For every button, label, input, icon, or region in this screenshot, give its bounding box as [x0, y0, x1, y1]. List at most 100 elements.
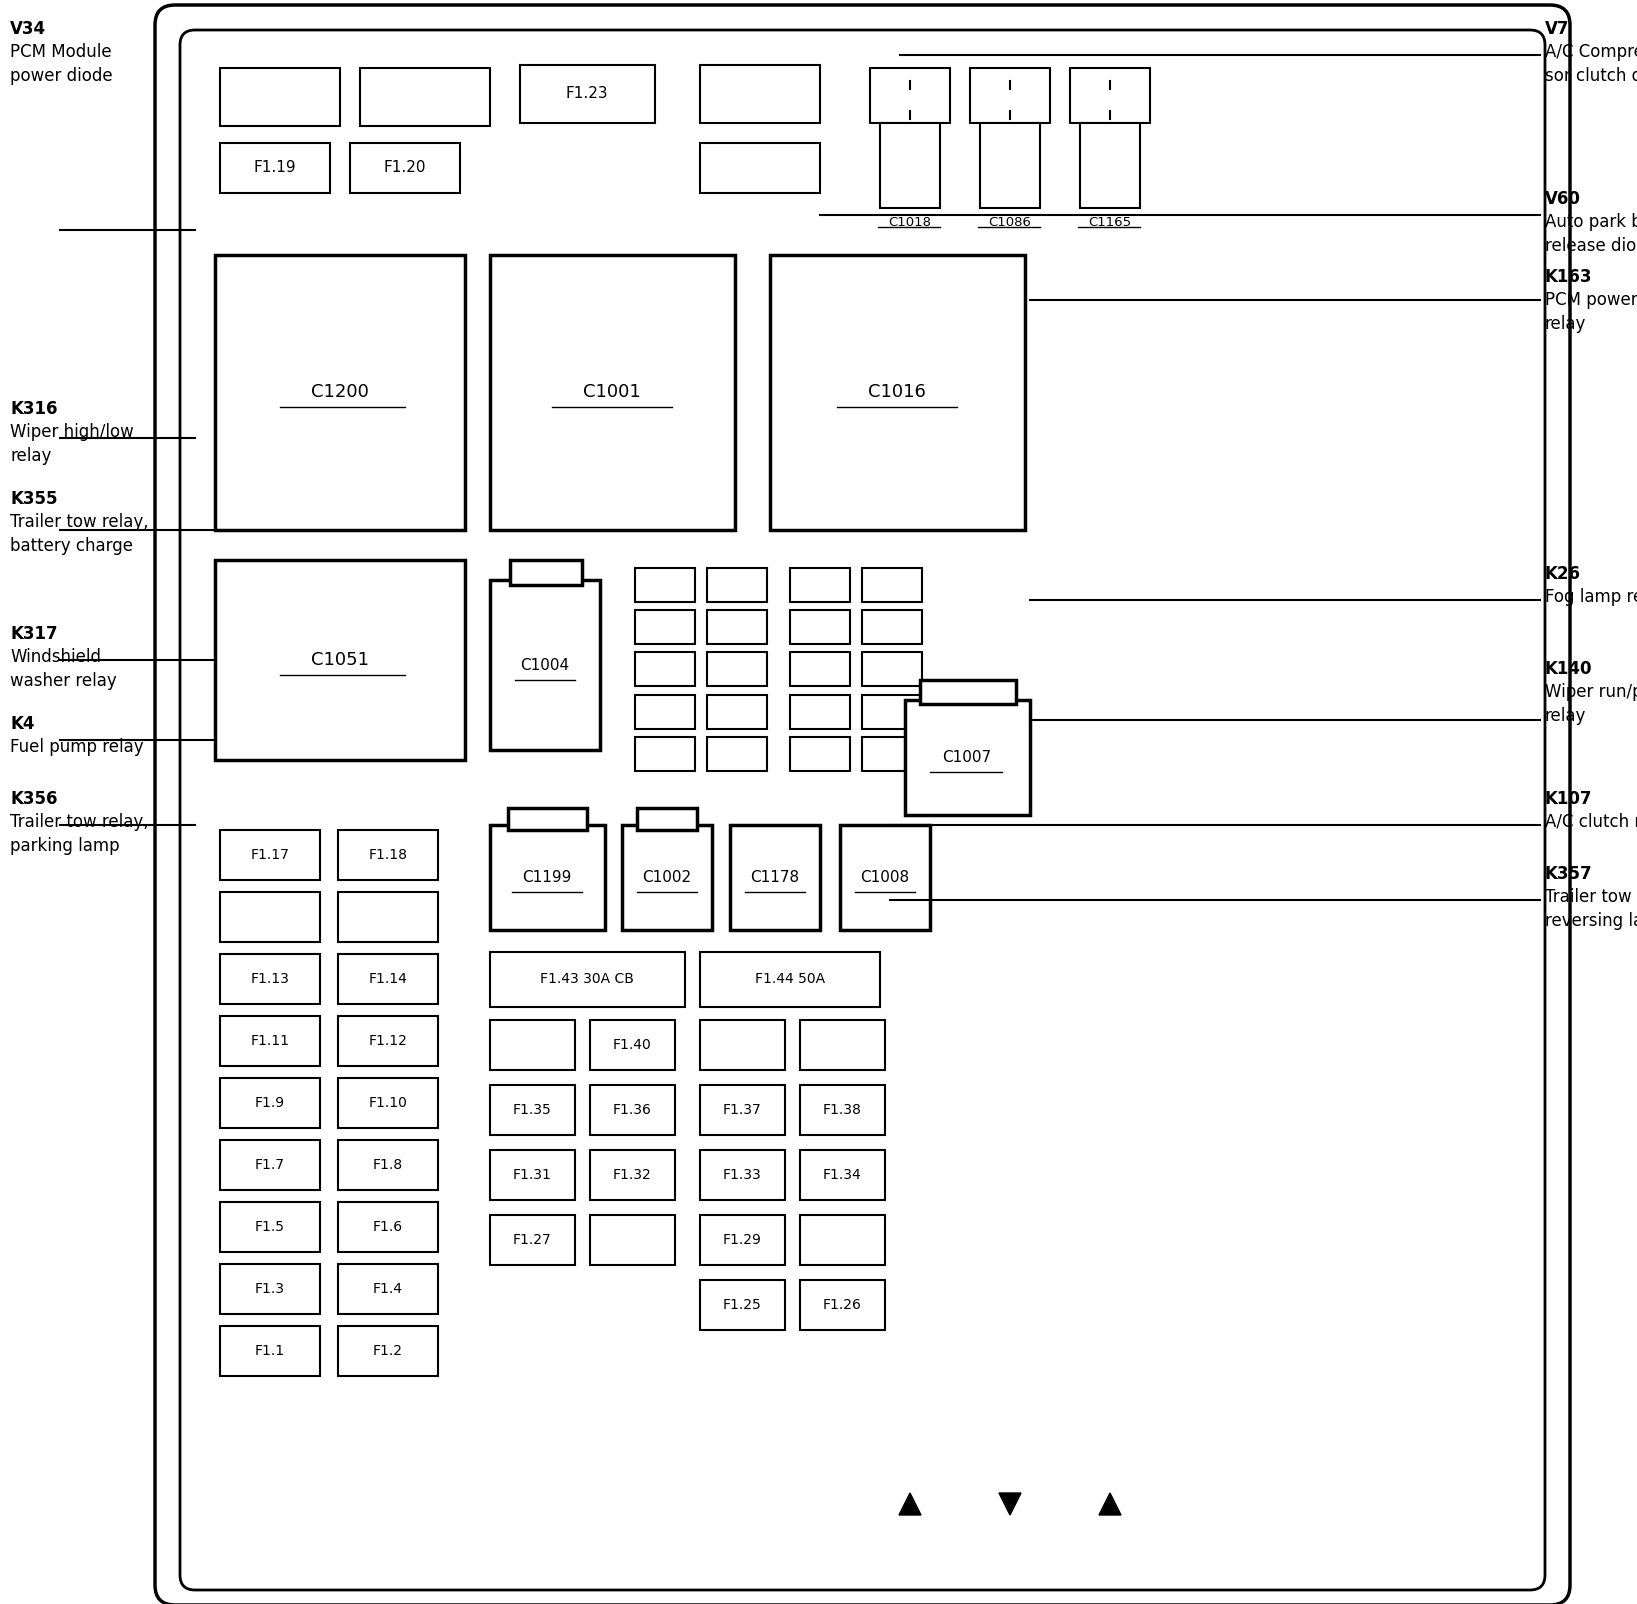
- Bar: [219, 1327, 319, 1376]
- Bar: [707, 695, 768, 728]
- Text: C1200: C1200: [311, 383, 368, 401]
- Text: V7: V7: [1545, 19, 1570, 38]
- Bar: [800, 1214, 886, 1266]
- Text: F1.14: F1.14: [368, 972, 408, 986]
- Bar: [219, 143, 331, 192]
- Bar: [489, 824, 606, 930]
- Text: V34: V34: [10, 19, 46, 38]
- Text: C1004: C1004: [521, 658, 570, 672]
- Bar: [511, 560, 583, 585]
- Text: F1.23: F1.23: [566, 87, 609, 101]
- Bar: [701, 1150, 786, 1200]
- Text: relay: relay: [1545, 314, 1586, 334]
- Bar: [489, 1084, 575, 1136]
- Bar: [791, 651, 850, 687]
- Bar: [707, 736, 768, 772]
- Text: battery charge: battery charge: [10, 537, 133, 555]
- Bar: [219, 1078, 319, 1128]
- Bar: [219, 1015, 319, 1067]
- Bar: [840, 824, 930, 930]
- Text: Windshield: Windshield: [10, 648, 101, 667]
- Text: relay: relay: [1545, 707, 1586, 725]
- Bar: [521, 66, 655, 124]
- Text: K26: K26: [1545, 565, 1581, 582]
- Bar: [1071, 67, 1151, 124]
- Bar: [635, 568, 696, 602]
- Text: Trailer tow relay,: Trailer tow relay,: [10, 813, 149, 831]
- Bar: [219, 1201, 319, 1253]
- Text: F1.6: F1.6: [373, 1221, 403, 1233]
- Bar: [214, 560, 465, 760]
- FancyBboxPatch shape: [156, 5, 1570, 1604]
- Bar: [701, 1084, 786, 1136]
- Text: C1008: C1008: [861, 869, 910, 884]
- Text: F1.27: F1.27: [512, 1233, 552, 1246]
- Text: PCM power: PCM power: [1545, 292, 1637, 310]
- Bar: [920, 680, 1017, 704]
- Bar: [337, 954, 439, 1004]
- Bar: [701, 1280, 786, 1330]
- Text: K317: K317: [10, 626, 57, 643]
- Text: F1.11: F1.11: [250, 1035, 290, 1047]
- Text: F1.18: F1.18: [368, 849, 408, 861]
- Bar: [635, 610, 696, 643]
- Bar: [337, 1201, 439, 1253]
- Bar: [507, 808, 588, 829]
- Bar: [971, 67, 1049, 124]
- Bar: [489, 953, 684, 1007]
- Bar: [337, 1078, 439, 1128]
- Text: F1.36: F1.36: [612, 1104, 652, 1116]
- Polygon shape: [899, 1493, 922, 1516]
- Bar: [701, 143, 820, 192]
- Text: C1007: C1007: [943, 749, 992, 765]
- Bar: [707, 651, 768, 687]
- Bar: [791, 695, 850, 728]
- Text: F1.33: F1.33: [722, 1168, 761, 1182]
- Text: Wiper run/park: Wiper run/park: [1545, 683, 1637, 701]
- Bar: [637, 808, 697, 829]
- Polygon shape: [999, 1493, 1021, 1516]
- FancyBboxPatch shape: [180, 30, 1545, 1590]
- Text: C1178: C1178: [750, 869, 799, 884]
- Bar: [337, 892, 439, 942]
- Bar: [701, 953, 881, 1007]
- Bar: [489, 1020, 575, 1070]
- Text: K4: K4: [10, 715, 34, 733]
- Text: F1.8: F1.8: [373, 1158, 403, 1173]
- Bar: [800, 1280, 886, 1330]
- Text: K163: K163: [1545, 268, 1593, 286]
- Text: A/C clutch relay: A/C clutch relay: [1545, 813, 1637, 831]
- Text: reversing lamp: reversing lamp: [1545, 913, 1637, 930]
- Text: F1.43 30A CB: F1.43 30A CB: [540, 972, 634, 986]
- Bar: [219, 829, 319, 881]
- Bar: [589, 1084, 674, 1136]
- Bar: [707, 568, 768, 602]
- Bar: [489, 1214, 575, 1266]
- Bar: [214, 255, 465, 529]
- Bar: [337, 1264, 439, 1314]
- Text: C1018: C1018: [889, 215, 931, 228]
- Text: F1.26: F1.26: [822, 1298, 861, 1312]
- Text: F1.4: F1.4: [373, 1282, 403, 1296]
- Text: F1.37: F1.37: [722, 1104, 761, 1116]
- Text: K355: K355: [10, 489, 57, 508]
- Bar: [337, 1140, 439, 1190]
- Text: F1.17: F1.17: [250, 849, 290, 861]
- Text: K140: K140: [1545, 659, 1593, 678]
- Bar: [863, 695, 922, 728]
- Bar: [869, 67, 949, 124]
- Bar: [360, 67, 489, 127]
- Bar: [707, 610, 768, 643]
- Text: Auto park brake: Auto park brake: [1545, 213, 1637, 231]
- Bar: [489, 255, 735, 529]
- Bar: [791, 568, 850, 602]
- Polygon shape: [1098, 1493, 1121, 1516]
- Bar: [701, 66, 820, 124]
- Bar: [863, 736, 922, 772]
- Bar: [589, 1150, 674, 1200]
- Text: F1.13: F1.13: [250, 972, 290, 986]
- Text: F1.25: F1.25: [722, 1298, 761, 1312]
- Text: K107: K107: [1545, 791, 1593, 808]
- Text: F1.9: F1.9: [255, 1096, 285, 1110]
- Text: parking lamp: parking lamp: [10, 837, 120, 855]
